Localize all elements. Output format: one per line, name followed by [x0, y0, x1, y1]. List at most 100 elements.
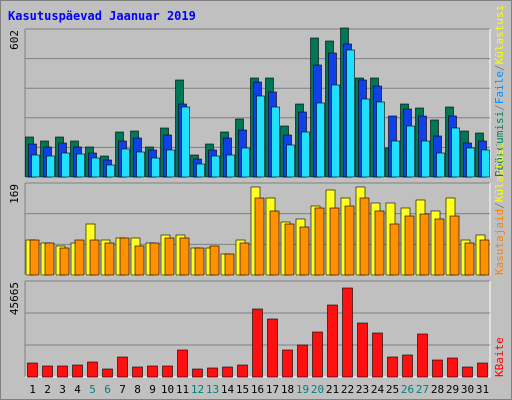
bar-middle-s1-d24 [374, 210, 385, 276]
bar-middle-s1-d4 [74, 239, 85, 276]
bar-bottom-s0-d4 [72, 364, 83, 378]
bar-top-s2-d19 [301, 131, 310, 178]
bar-bottom-s0-d11 [177, 349, 188, 378]
series-bottom-0 [27, 287, 488, 378]
bar-top-s2-d22 [346, 49, 355, 178]
x-tick-label-6: 6 [104, 383, 111, 396]
panel-top-legend: Pöördumisi/Faile/Külastusi [493, 5, 506, 177]
bar-middle-s1-d12 [194, 247, 205, 276]
bar-top-s2-d31 [481, 149, 490, 178]
bar-top-s2-d16 [256, 95, 265, 178]
bar-top-s2-d26 [406, 125, 415, 178]
bar-top-s2-d11 [181, 106, 190, 178]
x-tick-label-18: 18 [281, 383, 294, 396]
bar-middle-s1-d10 [164, 237, 175, 276]
panel-middle: 169 Kasutajaid/Külastusi [8, 143, 506, 276]
panel-top-y-max-label: 602 [8, 30, 21, 50]
bar-top-s2-d12 [196, 163, 205, 178]
bar-middle-s1-d9 [149, 242, 160, 276]
x-tick-label-23: 23 [356, 383, 369, 396]
bar-middle-s1-d29 [449, 215, 460, 276]
x-tick-label-29: 29 [446, 383, 459, 396]
bar-middle-s1-d21 [329, 207, 340, 276]
x-tick-label-2: 2 [44, 383, 51, 396]
bar-middle-s1-d5 [89, 239, 100, 276]
bar-bottom-s0-d31 [477, 362, 488, 378]
panel-bottom-y-max-label: 45665 [8, 282, 21, 315]
x-tick-label-16: 16 [251, 383, 264, 396]
bar-bottom-s0-d29 [447, 357, 458, 378]
chart-title: Kasutuspäevad Jaanuar 2019 [8, 9, 196, 23]
bar-top-s2-d4 [76, 153, 85, 178]
bar-middle-s1-d26 [404, 215, 415, 276]
x-tick-label-24: 24 [371, 383, 385, 396]
legend-entry-0: Kasutajaid [493, 209, 506, 275]
bar-top-s2-d30 [466, 147, 475, 178]
bar-bottom-s0-d21 [327, 304, 338, 378]
bar-top-s2-d21 [331, 84, 340, 178]
bar-top-s2-d10 [166, 149, 175, 178]
bar-top-s2-d1 [31, 154, 40, 178]
panel-bottom: 45665 KBaite [8, 280, 506, 378]
bar-middle-s1-d7 [119, 237, 130, 276]
bar-bottom-s0-d19 [297, 344, 308, 378]
bar-bottom-s0-d6 [102, 368, 113, 378]
bar-top-s2-d2 [46, 155, 55, 178]
bar-middle-s1-d11 [179, 237, 190, 276]
x-tick-label-28: 28 [431, 383, 444, 396]
bar-bottom-s0-d1 [27, 362, 38, 378]
bar-middle-s1-d27 [419, 213, 430, 276]
bar-bottom-s0-d3 [57, 365, 68, 378]
x-tick-label-19: 19 [296, 383, 309, 396]
bar-middle-s1-d6 [104, 242, 115, 276]
bar-top-s2-d9 [151, 157, 160, 178]
bar-bottom-s0-d18 [282, 349, 293, 378]
x-tick-label-17: 17 [266, 383, 279, 396]
bar-top-s2-d24 [376, 101, 385, 178]
x-tick-label-14: 14 [221, 383, 235, 396]
x-tick-label-26: 26 [401, 383, 414, 396]
panels-layer: 602 Pöördumisi/Faile/Külastusi169Kasutaja… [8, 5, 506, 378]
x-tick-label-10: 10 [161, 383, 174, 396]
bar-middle-s1-d3 [59, 247, 70, 276]
x-tick-label-8: 8 [134, 383, 141, 396]
x-tick-label-9: 9 [149, 383, 156, 396]
bar-top-s2-d29 [451, 127, 460, 178]
bar-middle-s1-d13 [209, 245, 220, 276]
x-tick-label-21: 21 [326, 383, 339, 396]
bar-bottom-s0-d8 [132, 366, 143, 378]
bar-top-s2-d15 [241, 147, 250, 178]
legend-entry-2: Külastusi [493, 143, 506, 203]
bar-top-s2-d27 [421, 140, 430, 178]
bar-middle-s1-d30 [464, 242, 475, 276]
x-tick-label-31: 31 [476, 383, 489, 396]
bar-bottom-s0-d13 [207, 367, 218, 378]
bar-top-s2-d7 [121, 148, 130, 178]
bar-bottom-s0-d23 [357, 322, 368, 378]
bar-middle-s1-d2 [44, 242, 55, 276]
bar-middle-s1-d18 [284, 223, 295, 276]
bar-top-s2-d17 [271, 106, 280, 178]
x-tick-label-30: 30 [461, 383, 474, 396]
bar-middle-s1-d19 [299, 226, 310, 276]
bar-bottom-s0-d10 [162, 365, 173, 378]
bar-bottom-s0-d9 [147, 365, 158, 378]
bar-middle-s1-d15 [239, 242, 250, 276]
bar-top-s2-d14 [226, 154, 235, 178]
bar-bottom-s0-d5 [87, 361, 98, 378]
bar-bottom-s0-d15 [237, 364, 248, 378]
panel-bottom-legend: KBaite [493, 337, 506, 377]
panel-top: 602 Pöördumisi/Faile/Külastusi [8, 5, 506, 178]
legend-entry-0: Pöördumisi [493, 111, 506, 177]
x-axis-day-labels: 1 2 3 4 5 6 7 8 9 10 11 12 13 14 15 16 17 18 19 20 21 22 23 24 2… [29, 383, 489, 396]
bar-middle-s1-d14 [224, 253, 235, 276]
x-tick-label-4: 4 [74, 383, 81, 396]
bar-bottom-s0-d16 [252, 308, 263, 378]
x-tick-label-20: 20 [311, 383, 324, 396]
x-tick-label-27: 27 [416, 383, 429, 396]
x-tick-label-12: 12 [191, 383, 204, 396]
panel-middle-legend: Kasutajaid/Külastusi [493, 143, 506, 275]
bar-bottom-s0-d2 [42, 365, 53, 378]
bar-top-s2-d6 [106, 164, 115, 178]
bar-middle-s1-d28 [434, 218, 445, 276]
